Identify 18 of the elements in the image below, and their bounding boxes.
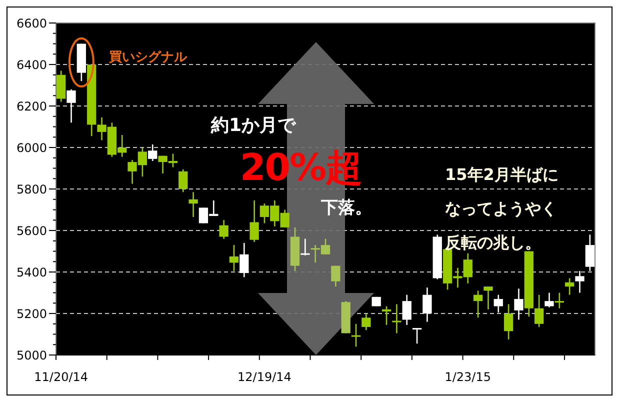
y-tick-label: 5200 bbox=[16, 307, 47, 321]
y-tick-label: 6200 bbox=[16, 100, 47, 114]
annotation: 15年2月半ばに bbox=[445, 165, 558, 184]
annotation: 買いシグナル bbox=[108, 50, 188, 65]
y-tick-label: 5600 bbox=[16, 224, 47, 238]
y-tick-label: 6600 bbox=[16, 16, 47, 30]
y-tick-label: 5000 bbox=[16, 348, 47, 362]
y-tick-label: 5800 bbox=[16, 182, 47, 196]
x-tick-label: 12/19/14 bbox=[238, 370, 292, 384]
x-tick-label: 11/20/14 bbox=[34, 370, 88, 384]
annotation: 反転の兆し。 bbox=[444, 233, 541, 252]
y-tick-label: 5400 bbox=[16, 266, 47, 280]
annotation: なってようやく bbox=[445, 199, 557, 218]
y-tick-label: 6400 bbox=[16, 58, 47, 72]
annotation: 下落。 bbox=[320, 198, 372, 218]
annotation: 約1か月で bbox=[210, 115, 297, 136]
x-tick-label: 1/23/15 bbox=[444, 370, 492, 384]
y-tick-label: 6000 bbox=[16, 141, 47, 155]
